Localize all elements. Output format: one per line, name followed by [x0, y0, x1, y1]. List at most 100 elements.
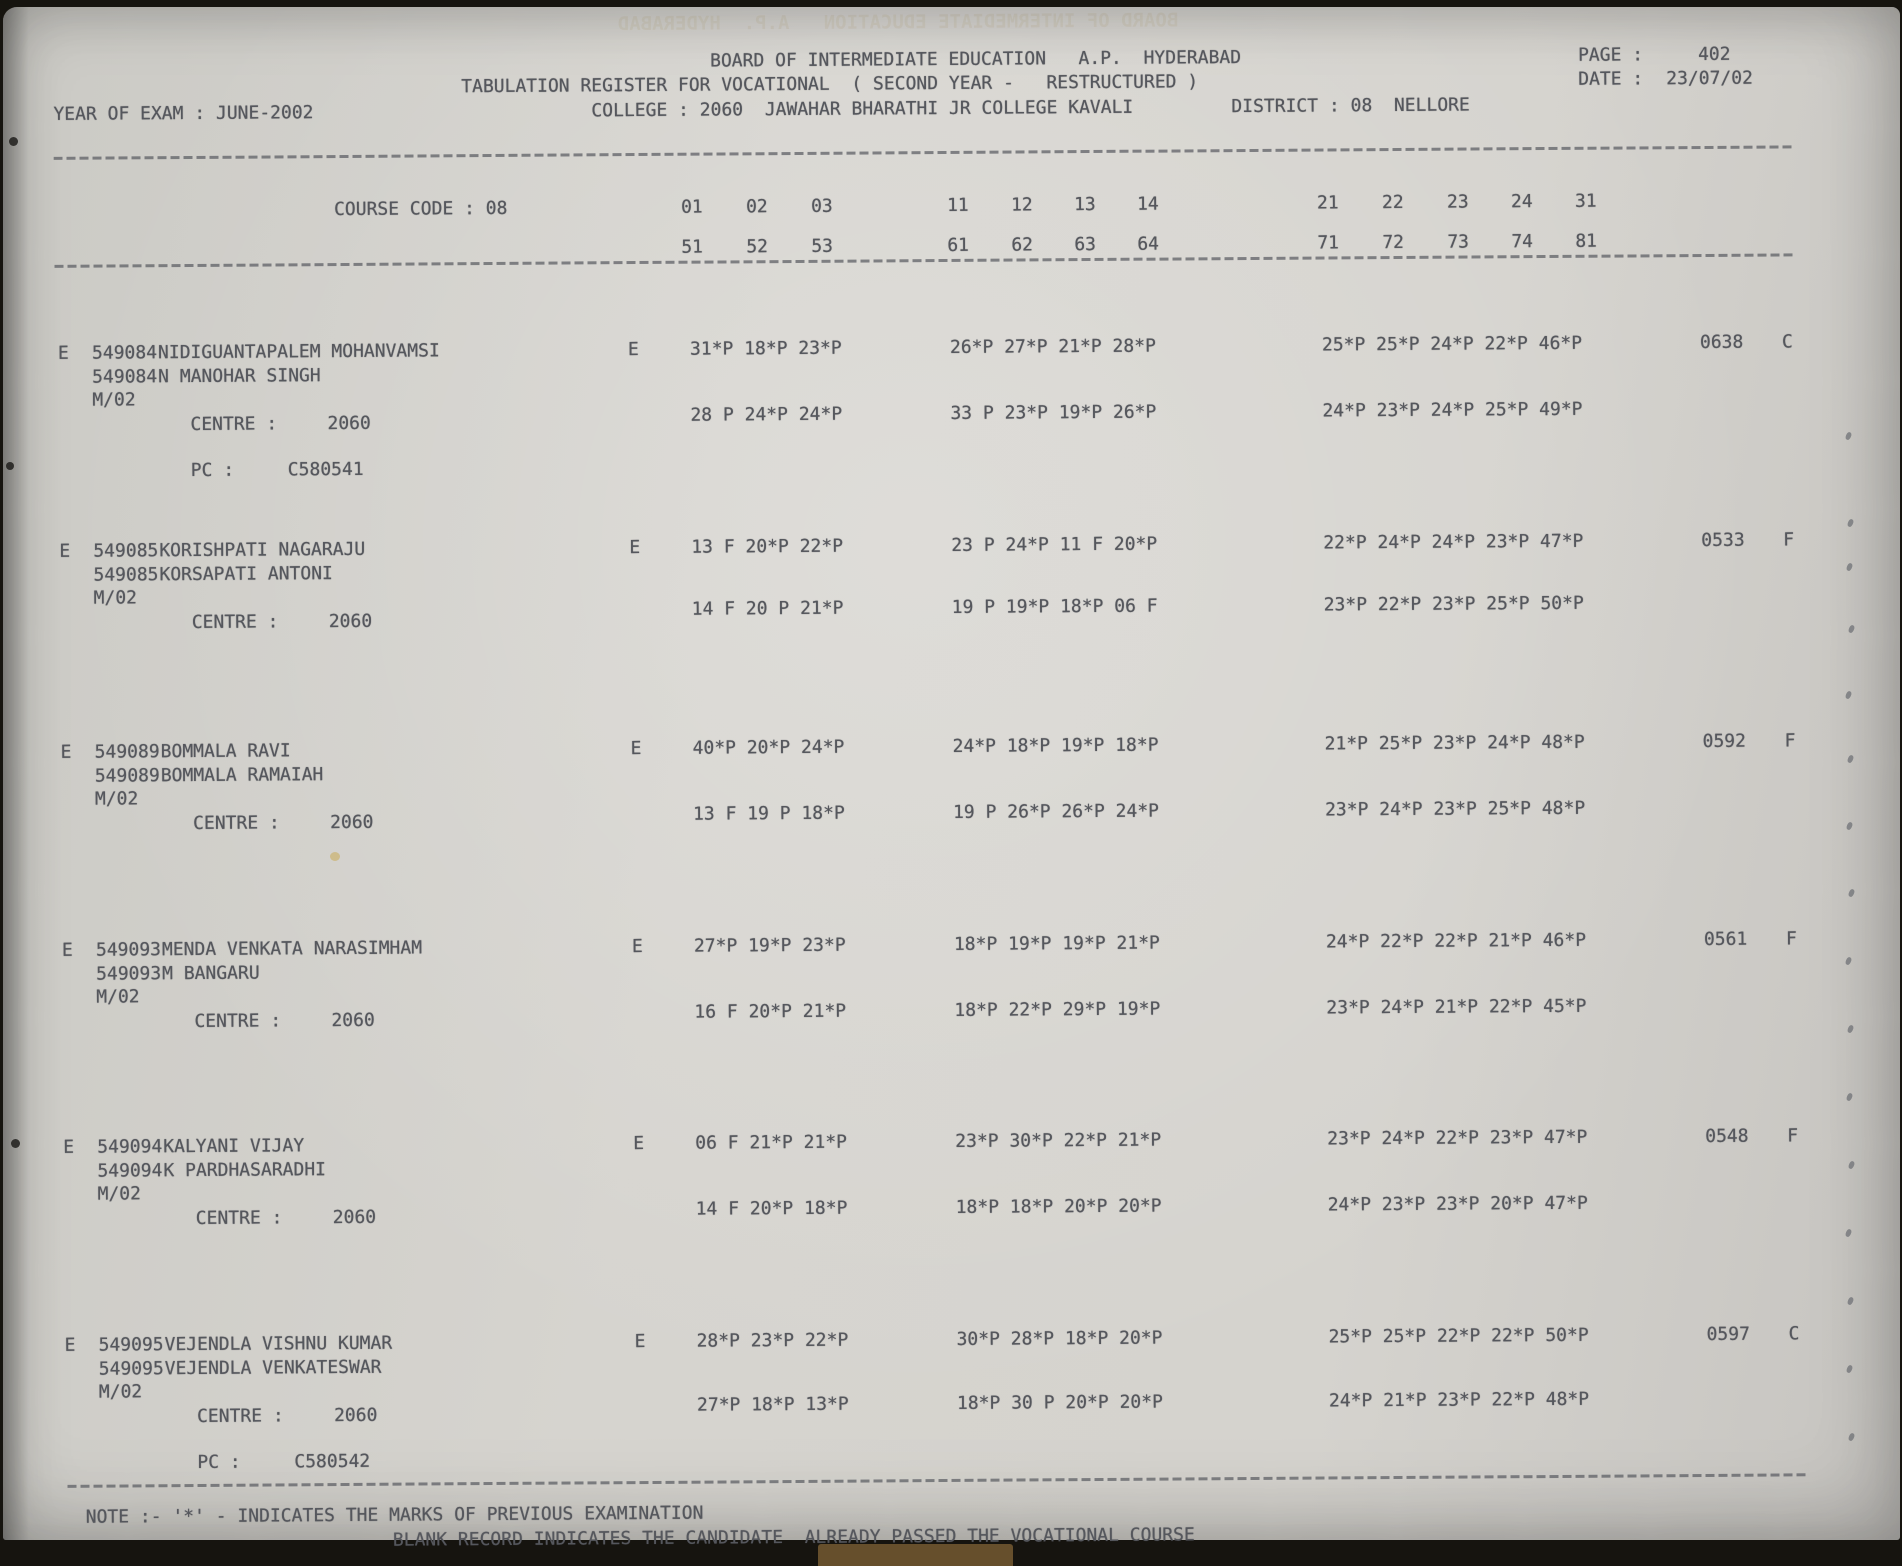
student-record: E 549089 BOMMALA RAVI E 40*P 20*P 24*P 2… — [3, 730, 1901, 895]
roll-number-repeat: 549085 — [93, 564, 159, 586]
marks-group: 06 F 21*P 21*P — [695, 1131, 848, 1154]
marks-group: 24*P 23*P 23*P 20*P 47*P — [1327, 1192, 1588, 1216]
marks-group: 23*P 24*P 21*P 22*P 45*P — [1326, 995, 1587, 1019]
student-name: BOMMALA RAVI — [160, 740, 291, 763]
marks-group: 24*P 18*P 19*P 18*P — [952, 734, 1159, 757]
centre-value: 2060 — [330, 811, 374, 834]
pc-value: C580541 — [287, 458, 364, 481]
father-name: KORSAPATI ANTONI — [159, 563, 333, 586]
student-record: E 549094 KALYANI VIJAY E 06 F 21*P 21*P … — [5, 1125, 1902, 1290]
subject-code: 64 — [1137, 233, 1160, 255]
subject-code: 13 — [1073, 194, 1096, 216]
father-name: VEJENDLA VENKATESWAR — [164, 1356, 382, 1380]
roll-number: 549089 — [94, 741, 160, 763]
roll-number-repeat: 549084 — [92, 366, 158, 388]
date-value: 23/07/02 — [1666, 67, 1753, 90]
subject-code: 24 — [1510, 191, 1533, 213]
marks-group: 23*P 22*P 23*P 25*P 50*P — [1323, 592, 1584, 616]
left-edge-shadow — [3, 7, 29, 1540]
student-record: E 549085 KORISHPATI NAGARAJU E 13 F 20*P… — [1, 529, 1899, 694]
result-grade: C — [1781, 331, 1793, 353]
subject-code: 71 — [1317, 232, 1340, 254]
subject-code: 01 — [680, 196, 703, 218]
marks-group: 28 P 24*P 24*P — [690, 403, 843, 426]
medium: E — [631, 936, 643, 958]
roll-number-repeat: 549089 — [94, 765, 160, 787]
separator-line — [53, 145, 1794, 160]
exam-session: M/02 — [96, 986, 140, 1008]
centre-label: CENTRE : — [195, 1207, 283, 1229]
total-marks: 0561 — [1703, 928, 1748, 950]
marks-group: 21*P 25*P 23*P 24*P 48*P — [1324, 731, 1585, 755]
centre-value: 2060 — [333, 1404, 378, 1427]
record-flag: E — [60, 741, 72, 763]
marks-group: 30*P 28*P 18*P 20*P — [956, 1327, 1163, 1350]
pc-label: PC : — [197, 1451, 241, 1473]
medium: E — [633, 1133, 645, 1155]
centre-label: CENTRE : — [194, 1010, 282, 1033]
marks-group: 18*P 30 P 20*P 20*P — [956, 1391, 1163, 1414]
total-marks: 0533 — [1701, 529, 1745, 551]
note-line-2: BLANK RECORD INDICATES THE CANDIDATE ALR… — [392, 1524, 1195, 1551]
subject-code: 72 — [1382, 231, 1405, 254]
marks-group: 25*P 25*P 22*P 22*P 50*P — [1328, 1324, 1589, 1348]
subject-code: 31 — [1574, 190, 1597, 212]
subject-code: 14 — [1136, 193, 1159, 215]
centre-label: CENTRE : — [190, 413, 278, 436]
medium: E — [629, 537, 641, 559]
exam-session: M/02 — [93, 587, 138, 609]
subject-code: 81 — [1575, 230, 1598, 252]
district-line: DISTRICT : 08 NELLORE — [1231, 94, 1470, 118]
marks-group: 25*P 25*P 24*P 22*P 46*P — [1321, 332, 1583, 356]
record-flag: E — [64, 1334, 76, 1356]
subject-code: 03 — [810, 195, 833, 217]
marks-group: 28*P 23*P 22*P — [696, 1329, 849, 1352]
centre-value: 2060 — [332, 1206, 377, 1229]
college-line: COLLEGE : 2060 JAWAHAR BHARATHI JR COLLE… — [591, 96, 1134, 122]
result-grade: F — [1783, 529, 1795, 551]
year-of-exam: YEAR OF EXAM : JUNE-2002 — [53, 102, 314, 125]
course-code-label: COURSE CODE : 08 — [333, 197, 508, 221]
paper-sheet: BOARD OF INTERMEDIATE EDUCATION A.P. HYD… — [3, 7, 1900, 1551]
pc-label: PC : — [190, 459, 235, 482]
roll-number-repeat: 549095 — [98, 1358, 164, 1380]
register-title: TABULATION REGISTER FOR VOCATIONAL ( SEC… — [461, 71, 1199, 98]
record-flag: E — [61, 939, 73, 961]
father-name: BOMMALA RAMAIAH — [160, 764, 324, 787]
roll-number: 549094 — [97, 1136, 163, 1158]
roll-number: 549095 — [98, 1334, 164, 1356]
subject-code: 21 — [1316, 192, 1339, 214]
marks-group: 18*P 22*P 29*P 19*P — [954, 998, 1161, 1021]
result-grade: F — [1785, 928, 1797, 950]
subject-code: 22 — [1381, 191, 1404, 214]
roll-number-repeat: 549093 — [96, 963, 162, 985]
student-record: E 549084 NIDIGUANTAPALEM MOHANVAMSI E 31… — [0, 331, 1898, 496]
marks-group: 23 P 24*P 11 F 20*P — [951, 533, 1158, 556]
centre-value: 2060 — [328, 610, 373, 633]
marks-group: 13 F 20*P 22*P — [691, 535, 844, 558]
note-line-1: NOTE :- '*' - INDICATES THE MARKS OF PRE… — [85, 1502, 704, 1528]
exam-session: M/02 — [98, 1381, 143, 1403]
marks-group: 40*P 20*P 24*P — [692, 736, 845, 759]
marks-group: 33 P 23*P 19*P 26*P — [950, 401, 1157, 424]
marks-group: 19 P 19*P 18*P 06 F — [951, 595, 1158, 618]
marks-group: 24*P 22*P 22*P 21*P 46*P — [1325, 929, 1587, 953]
date-label: DATE : — [1578, 68, 1644, 90]
subject-code: 53 — [811, 235, 834, 257]
roll-number: 549084 — [91, 342, 158, 364]
roll-number-repeat: 549094 — [97, 1160, 163, 1182]
bottom-edge-tab — [818, 1544, 1013, 1566]
exam-session: M/02 — [94, 788, 139, 810]
punch-hole — [6, 462, 14, 470]
subject-code: 73 — [1447, 231, 1470, 253]
marks-group: 23*P 24*P 22*P 23*P 47*P — [1327, 1126, 1588, 1150]
marks-group: 14 F 20 P 21*P — [691, 597, 844, 620]
medium: E — [627, 339, 639, 361]
marks-group: 27*P 19*P 23*P — [693, 934, 846, 957]
board-title: BOARD OF INTERMEDIATE EDUCATION A.P. HYD… — [709, 47, 1242, 72]
subject-code: 11 — [946, 194, 969, 216]
centre-label: CENTRE : — [191, 611, 279, 634]
student-name: VEJENDLA VISHNU KUMAR — [164, 1332, 393, 1356]
subject-code: 23 — [1446, 191, 1469, 213]
